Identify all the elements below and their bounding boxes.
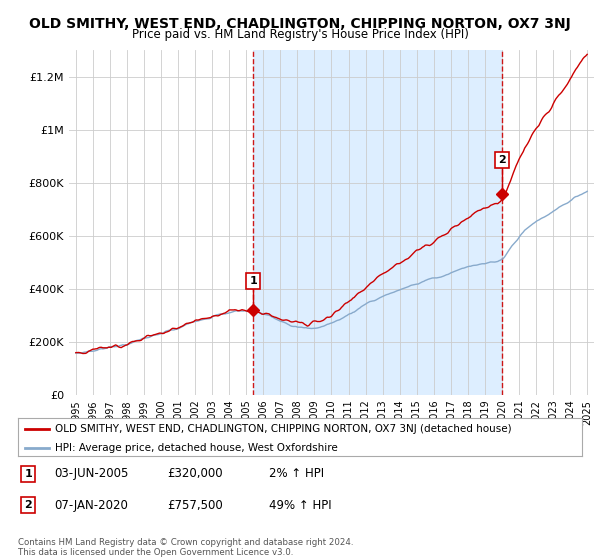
Text: Price paid vs. HM Land Registry's House Price Index (HPI): Price paid vs. HM Land Registry's House … [131, 28, 469, 41]
Text: 1: 1 [24, 469, 32, 479]
Text: 2% ↑ HPI: 2% ↑ HPI [269, 468, 324, 480]
Text: 07-JAN-2020: 07-JAN-2020 [55, 498, 128, 512]
Text: OLD SMITHY, WEST END, CHADLINGTON, CHIPPING NORTON, OX7 3NJ (detached house): OLD SMITHY, WEST END, CHADLINGTON, CHIPP… [55, 423, 511, 433]
Text: 1: 1 [250, 276, 257, 286]
Text: 2: 2 [24, 500, 32, 510]
Text: £320,000: £320,000 [167, 468, 223, 480]
Text: 49% ↑ HPI: 49% ↑ HPI [269, 498, 332, 512]
Text: HPI: Average price, detached house, West Oxfordshire: HPI: Average price, detached house, West… [55, 443, 337, 453]
Text: 03-JUN-2005: 03-JUN-2005 [55, 468, 129, 480]
Bar [253, 50, 502, 395]
Text: £757,500: £757,500 [167, 498, 223, 512]
Text: 2: 2 [499, 155, 506, 165]
Text: Contains HM Land Registry data © Crown copyright and database right 2024.
This d: Contains HM Land Registry data © Crown c… [18, 538, 353, 557]
Text: OLD SMITHY, WEST END, CHADLINGTON, CHIPPING NORTON, OX7 3NJ: OLD SMITHY, WEST END, CHADLINGTON, CHIPP… [29, 17, 571, 31]
